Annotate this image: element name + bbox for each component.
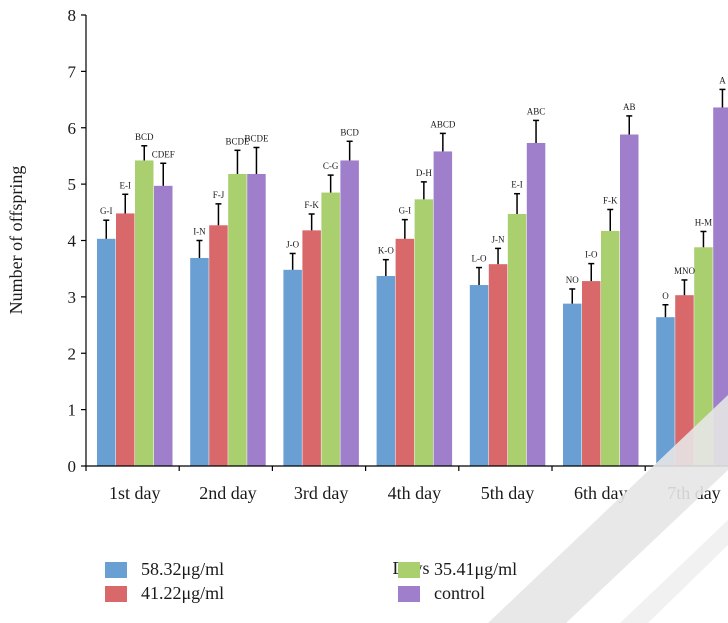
- bar-3-2: [228, 174, 247, 466]
- y-tick-label-8: 8: [68, 6, 77, 25]
- y-axis-title: Number of offspring: [6, 166, 26, 315]
- significance-letter-4-4: ABCD: [430, 119, 456, 129]
- significance-letter-1-7: O: [662, 291, 669, 301]
- y-tick-label-7: 7: [68, 62, 77, 81]
- significance-letter-2-3: F-K: [304, 200, 319, 210]
- bar-1-1: [97, 239, 116, 466]
- significance-letter-3-3: C-G: [323, 161, 339, 171]
- bar-2-1: [116, 213, 135, 466]
- significance-letter-3-4: D-H: [416, 168, 432, 178]
- bar-1-5: [470, 285, 489, 466]
- x-tick-label-4: 4th day: [388, 483, 442, 503]
- bar-1-7: [656, 317, 675, 466]
- significance-letter-2-6: I-O: [585, 250, 598, 260]
- y-tick-label-5: 5: [68, 175, 77, 194]
- bar-3-4: [415, 199, 434, 466]
- bar-3-3: [321, 193, 340, 466]
- bar-3-5: [508, 214, 527, 466]
- y-tick-label-6: 6: [68, 119, 77, 138]
- bar-4-6: [620, 135, 639, 466]
- bar-3-1: [135, 160, 154, 466]
- x-tick-label-1: 1st day: [109, 483, 161, 503]
- y-tick-label-4: 4: [68, 232, 77, 251]
- x-axis-title: Days: [393, 558, 430, 578]
- x-tick-label-2: 2nd day: [199, 483, 257, 503]
- bar-1-6: [563, 304, 582, 466]
- significance-letter-3-5: E-I: [511, 180, 523, 190]
- significance-letter-4-3: BCD: [340, 127, 359, 137]
- x-tick-label-5: 5th day: [481, 483, 535, 503]
- significance-letter-2-4: G-I: [399, 206, 412, 216]
- bar-1-3: [283, 270, 302, 466]
- bar-2-5: [489, 264, 508, 466]
- bar-4-1: [154, 186, 173, 466]
- bar-2-2: [209, 225, 228, 466]
- bar-4-3: [340, 160, 359, 466]
- bar-3-6: [601, 231, 620, 466]
- bar-4-2: [247, 174, 266, 466]
- significance-letter-4-7: A: [719, 75, 726, 85]
- bar-1-4: [377, 276, 396, 466]
- bar-4-5: [527, 143, 546, 466]
- significance-letter-4-2: BCDE: [244, 133, 269, 143]
- significance-letter-4-5: ABC: [527, 106, 546, 116]
- significance-letter-4-1: CDEF: [152, 149, 175, 159]
- significance-letter-2-1: E-I: [120, 180, 132, 190]
- y-tick-label-3: 3: [68, 288, 77, 307]
- x-tick-label-3: 3rd day: [294, 483, 348, 503]
- bar-2-3: [302, 230, 321, 466]
- significance-letter-3-6: F-K: [603, 195, 618, 205]
- significance-letter-4-6: AB: [623, 102, 636, 112]
- significance-letter-2-7: MNO: [674, 266, 696, 276]
- y-tick-label-0: 0: [68, 457, 77, 476]
- significance-letter-1-6: NO: [566, 275, 579, 285]
- bar-2-4: [396, 239, 415, 466]
- bar-1-2: [190, 258, 209, 466]
- significance-letter-1-1: G-I: [100, 206, 113, 216]
- significance-letter-1-4: K-O: [378, 246, 394, 256]
- significance-letter-1-2: I-N: [193, 227, 206, 237]
- significance-letter-3-1: BCD: [135, 132, 154, 142]
- y-tick-label-1: 1: [68, 401, 77, 420]
- bar-2-6: [582, 281, 601, 466]
- significance-letter-2-2: F-J: [213, 190, 225, 200]
- significance-letter-1-5: L-O: [472, 254, 487, 264]
- bar-4-4: [434, 151, 453, 466]
- significance-letter-2-5: J-N: [492, 234, 505, 244]
- bars-layer: [97, 107, 728, 466]
- significance-letter-1-3: J-O: [286, 239, 299, 249]
- significance-letter-3-7: H-M: [695, 217, 713, 227]
- y-tick-label-2: 2: [68, 344, 77, 363]
